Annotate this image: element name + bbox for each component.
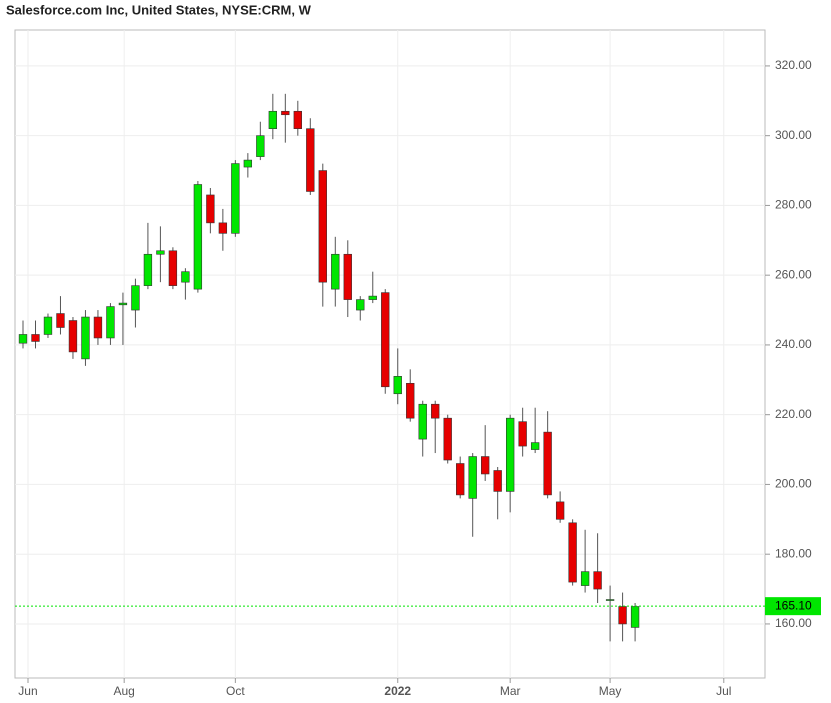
candle-body — [206, 194, 215, 224]
candle-body — [493, 470, 502, 492]
candle-body — [231, 163, 240, 234]
candle-body — [281, 110, 290, 116]
y-tick-label: 320.00 — [775, 58, 812, 72]
y-tick-label: 240.00 — [775, 337, 812, 351]
candle-body — [343, 253, 352, 300]
y-tick-label: 300.00 — [775, 128, 812, 142]
candle-body — [106, 306, 115, 339]
plot-frame — [14, 29, 766, 679]
candle-body — [43, 316, 53, 335]
candle-body — [406, 382, 415, 419]
candle-body — [368, 295, 377, 300]
candle-body — [605, 599, 615, 601]
candle-body — [181, 271, 190, 283]
candle-body — [243, 159, 253, 168]
candle-body — [518, 421, 527, 447]
candle-body — [555, 501, 565, 520]
candle-body — [131, 285, 140, 311]
candle-body — [568, 522, 577, 583]
candle-body — [418, 403, 427, 440]
candle-body — [143, 253, 153, 286]
candle-body — [381, 292, 390, 388]
candle-body — [81, 316, 90, 360]
y-tick-label: 280.00 — [775, 198, 812, 212]
candle-body — [68, 320, 78, 353]
candle-body — [431, 403, 440, 419]
candle-body — [468, 456, 477, 499]
candle-body — [268, 110, 278, 129]
x-tick-label: Aug — [113, 684, 134, 698]
x-tick-label: Jun — [18, 684, 37, 698]
y-tick-label: 160.00 — [775, 616, 812, 630]
candle-body — [580, 571, 590, 586]
candle-body — [481, 456, 490, 475]
candle-body — [306, 128, 315, 192]
y-tick-label: 200.00 — [775, 477, 812, 491]
candle-body — [56, 313, 65, 328]
x-tick-label: May — [599, 684, 622, 698]
last-price-box — [765, 597, 821, 616]
candle-body — [456, 463, 465, 496]
candle-body — [593, 571, 602, 590]
y-tick-label: 220.00 — [775, 407, 812, 421]
candle-body — [356, 299, 365, 311]
candle-body — [505, 417, 515, 492]
y-tick-label: 260.00 — [775, 267, 812, 281]
candle-body — [393, 376, 402, 395]
candle-body — [168, 250, 178, 286]
candle-body — [318, 170, 327, 283]
candle-body — [118, 302, 128, 306]
x-tick-label: Oct — [226, 684, 245, 698]
candle-body — [543, 431, 552, 496]
candle-body — [530, 442, 540, 450]
candle-body — [630, 606, 640, 628]
candle-body — [93, 316, 103, 339]
candle-body — [31, 334, 40, 342]
last-price-label: 165.10 — [775, 598, 812, 612]
candle-body — [331, 253, 340, 290]
candle-body — [256, 135, 265, 157]
candle-body — [218, 222, 228, 234]
candle-body — [156, 250, 165, 255]
y-tick-label: 180.00 — [775, 546, 812, 560]
x-tick-label: Mar — [500, 684, 521, 698]
candle-body — [618, 606, 627, 625]
candle-body — [443, 417, 452, 461]
x-tick-label: 2022 — [384, 684, 411, 698]
x-tick-label: Jul — [716, 684, 731, 698]
chart-title: Salesforce.com Inc, United States, NYSE:… — [6, 2, 312, 17]
candle-body — [193, 184, 203, 290]
candle-body — [293, 110, 302, 129]
candle-body — [18, 334, 28, 344]
